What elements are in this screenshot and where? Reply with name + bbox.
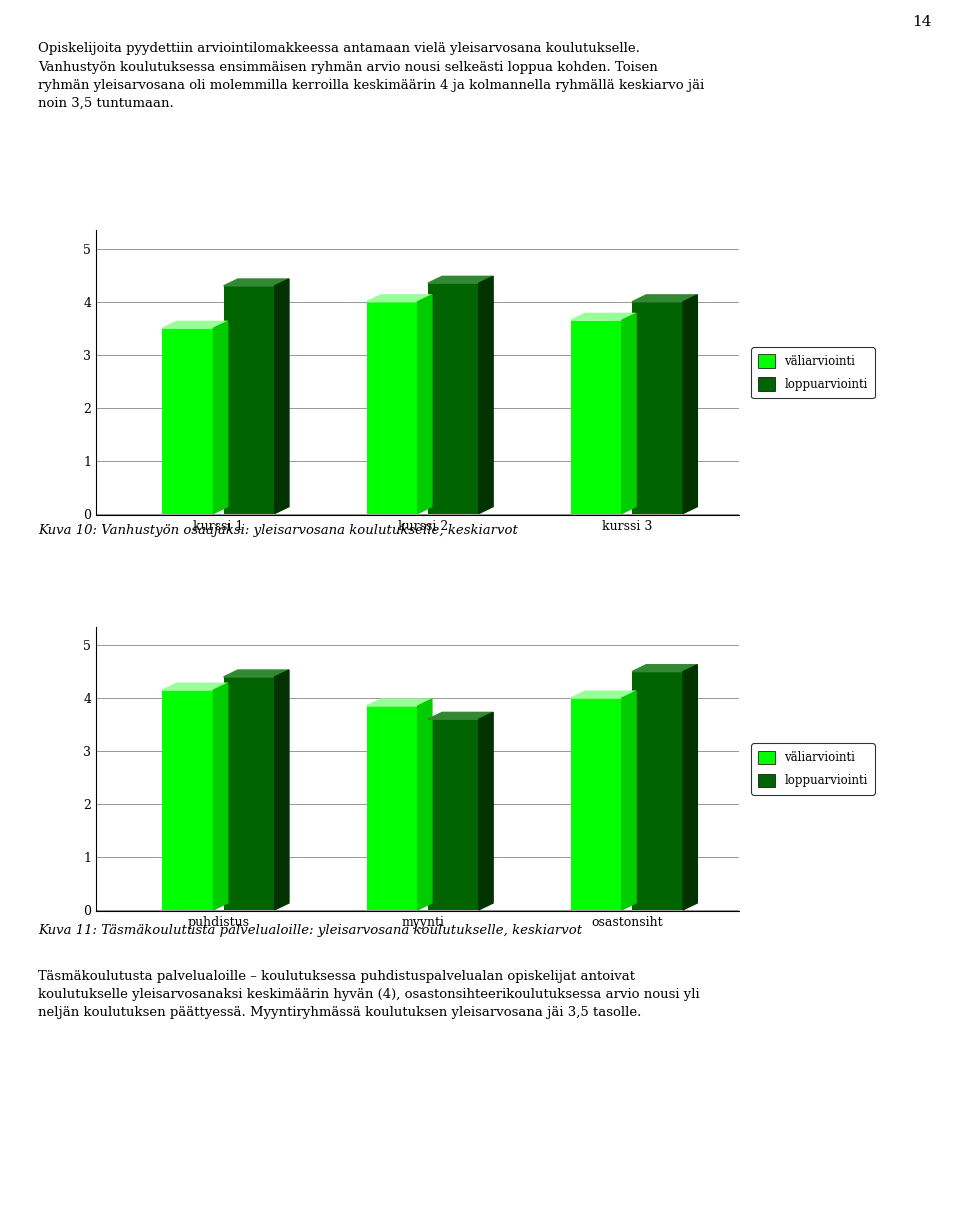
Polygon shape [571, 314, 636, 320]
Polygon shape [428, 276, 493, 284]
Bar [428, 719, 479, 910]
Polygon shape [428, 713, 493, 719]
Bar [367, 514, 418, 515]
Polygon shape [224, 670, 289, 676]
Bar [162, 514, 213, 515]
Bar [162, 690, 213, 910]
Bar [632, 514, 684, 515]
Polygon shape [162, 684, 228, 690]
Bar [428, 514, 479, 515]
Bar [224, 676, 275, 910]
Bar [162, 910, 213, 911]
Text: Kuva 10: Vanhustyön osaajaksi: yleisarvosana koulutukselle, keskiarvot: Kuva 10: Vanhustyön osaajaksi: yleisarvo… [38, 524, 518, 537]
Bar [224, 514, 275, 515]
Bar [428, 284, 479, 514]
Polygon shape [632, 664, 697, 671]
Bar [367, 707, 418, 910]
Polygon shape [213, 321, 228, 514]
Polygon shape [224, 279, 289, 286]
Text: Opiskelijoita pyydettiin arviointilomakkeessa antamaan vielä yleisarvosana koulu: Opiskelijoita pyydettiin arviointilomakk… [38, 42, 640, 56]
Text: Täsmäkoulutusta palvelualoille – koulutuksessa puhdistuspalvelualan opiskelijat : Täsmäkoulutusta palvelualoille – koulutu… [38, 970, 636, 983]
Bar [571, 698, 622, 910]
Bar [632, 302, 684, 514]
Bar [632, 671, 684, 910]
Bar [571, 514, 622, 515]
Text: koulutukselle yleisarvosanaksi keskimäärin hyvän (4), osastonsihteerikoulutukses: koulutukselle yleisarvosanaksi keskimäär… [38, 988, 700, 1001]
Polygon shape [275, 670, 289, 910]
Bar [632, 910, 684, 911]
Polygon shape [571, 691, 636, 698]
Polygon shape [367, 699, 432, 707]
Text: ryhmän yleisarvosana oli molemmilla kerroilla keskimäärin 4 ja kolmannella ryhmä: ryhmän yleisarvosana oli molemmilla kerr… [38, 79, 705, 92]
Bar [367, 910, 418, 911]
Text: neljän koulutuksen päättyessä. Myyntiryhmässä koulutuksen yleisarvosana jäi 3,5 : neljän koulutuksen päättyessä. Myyntiryh… [38, 1006, 642, 1019]
Bar [367, 302, 418, 514]
Polygon shape [684, 664, 697, 910]
Bar [571, 320, 622, 514]
Polygon shape [162, 321, 228, 328]
Polygon shape [367, 295, 432, 302]
Polygon shape [479, 276, 493, 514]
Bar [162, 328, 213, 514]
Bar [428, 910, 479, 911]
Polygon shape [275, 279, 289, 514]
Polygon shape [418, 699, 432, 910]
Bar [224, 910, 275, 911]
Text: 14: 14 [912, 15, 931, 29]
Polygon shape [479, 713, 493, 910]
Bar [224, 286, 275, 514]
Polygon shape [622, 314, 636, 514]
Polygon shape [213, 684, 228, 910]
Polygon shape [622, 691, 636, 910]
Legend: väliarviointi, loppuarviointi: väliarviointi, loppuarviointi [752, 743, 875, 795]
Legend: väliarviointi, loppuarviointi: väliarviointi, loppuarviointi [752, 347, 875, 399]
Polygon shape [632, 295, 697, 302]
Text: noin 3,5 tuntumaan.: noin 3,5 tuntumaan. [38, 97, 174, 110]
Polygon shape [418, 295, 432, 514]
Bar [571, 910, 622, 911]
Text: Kuva 11: Täsmäkoulutusta palvelualoille: yleisarvosana koulutukselle, keskiarvot: Kuva 11: Täsmäkoulutusta palvelualoille:… [38, 924, 583, 937]
Polygon shape [684, 295, 697, 514]
Text: Vanhustyön koulutuksessa ensimmäisen ryhmän arvio nousi selkeästi loppua kohden.: Vanhustyön koulutuksessa ensimmäisen ryh… [38, 61, 659, 74]
